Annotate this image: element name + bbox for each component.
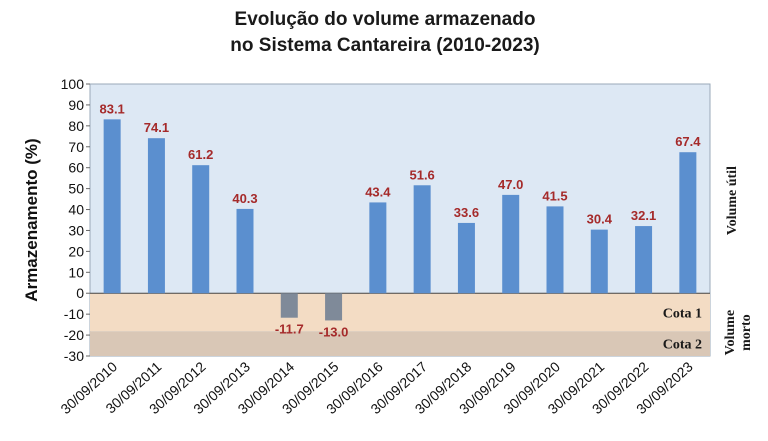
bar bbox=[546, 206, 564, 294]
side-label-volume-morto-line-2: morto bbox=[739, 314, 754, 351]
bar bbox=[457, 222, 475, 294]
y-tick-label: 100 bbox=[61, 76, 85, 92]
chart-title-line-1: Evolução do volume armazenado bbox=[235, 9, 536, 30]
y-tick-label: -30 bbox=[64, 348, 84, 364]
y-tick-label: 70 bbox=[68, 139, 84, 155]
y-tick-label: 30 bbox=[68, 222, 84, 238]
data-label: 30.4 bbox=[587, 212, 613, 227]
data-label: 61.2 bbox=[188, 147, 213, 162]
bar bbox=[679, 152, 697, 294]
bar bbox=[502, 194, 520, 294]
data-label: -11.7 bbox=[275, 322, 304, 337]
bar bbox=[413, 185, 431, 294]
data-label: 47.0 bbox=[498, 177, 523, 192]
y-tick-label: -10 bbox=[64, 306, 84, 322]
bar bbox=[590, 229, 608, 294]
bar bbox=[236, 208, 254, 294]
band-label-cota-1: Cota 1 bbox=[663, 306, 702, 321]
bar bbox=[369, 202, 387, 294]
data-label: 83.1 bbox=[99, 101, 124, 116]
bar bbox=[147, 138, 165, 294]
y-tick-label: 40 bbox=[68, 202, 84, 218]
chart-title-line-2: no Sistema Cantareira (2010-2023) bbox=[230, 35, 539, 56]
bar bbox=[103, 119, 121, 294]
y-tick-label: 80 bbox=[68, 118, 84, 134]
data-label: 40.3 bbox=[232, 191, 257, 206]
y-tick-label: -20 bbox=[64, 327, 84, 343]
bar bbox=[325, 293, 343, 321]
y-tick-label: 20 bbox=[68, 243, 84, 259]
y-tick-label: 60 bbox=[68, 160, 84, 176]
side-label-volume-morto-line-1: Volume bbox=[723, 310, 738, 355]
data-label: -13.0 bbox=[319, 324, 349, 339]
side-label-volume-util: Volume útil bbox=[725, 166, 740, 235]
y-tick-label: 50 bbox=[68, 181, 84, 197]
data-label: 32.1 bbox=[631, 208, 656, 223]
bar bbox=[192, 165, 210, 294]
band-cota-2 bbox=[90, 331, 710, 356]
data-label: 74.1 bbox=[144, 120, 169, 135]
data-label: 51.6 bbox=[409, 167, 434, 182]
y-tick-label: 0 bbox=[76, 285, 84, 301]
data-label: 67.4 bbox=[675, 134, 701, 149]
bar bbox=[635, 226, 653, 294]
y-tick-label: 10 bbox=[68, 264, 84, 280]
band-label-cota-2: Cota 2 bbox=[663, 338, 702, 353]
bar bbox=[280, 293, 298, 318]
data-label: 33.6 bbox=[454, 205, 479, 220]
band-cota-1 bbox=[90, 293, 710, 332]
y-axis-label: Armazenamento (%) bbox=[22, 138, 41, 301]
y-tick-label: 90 bbox=[68, 97, 84, 113]
data-label: 41.5 bbox=[542, 188, 567, 203]
data-label: 43.4 bbox=[365, 184, 391, 199]
